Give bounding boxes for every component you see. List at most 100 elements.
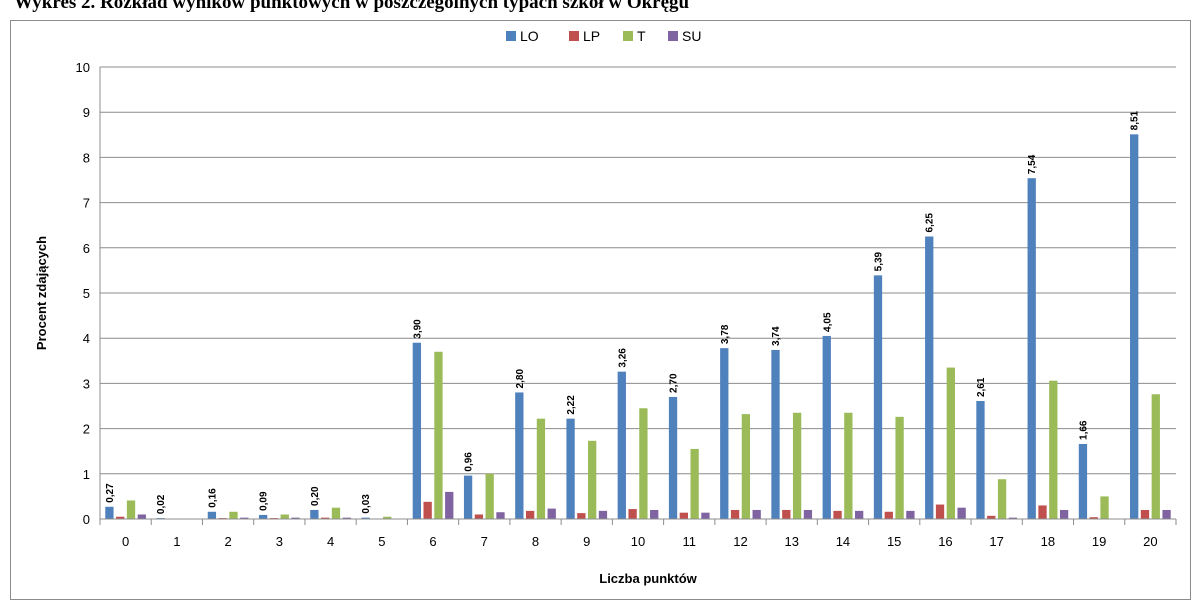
x-tick-label: 16 [938, 534, 952, 549]
legend-swatch-t [623, 31, 633, 41]
legend-swatch-lp [569, 31, 579, 41]
x-tick-label: 9 [583, 534, 590, 549]
data-label: 2,70 [669, 373, 680, 393]
bar-t [742, 414, 750, 519]
x-axis-title: Liczba punktów [599, 571, 697, 586]
x-tick-label: 2 [224, 534, 231, 549]
y-tick-label: 4 [83, 331, 90, 346]
bar-su [599, 511, 607, 519]
bar-lp [1141, 510, 1149, 519]
bar-t [486, 474, 494, 519]
data-label: 0,20 [310, 486, 321, 506]
data-label: 2,22 [566, 395, 577, 415]
bar-lp [936, 505, 944, 519]
data-label: 0,27 [105, 483, 116, 503]
bar-t [281, 514, 289, 519]
bar-t [639, 408, 647, 519]
bar-lo [566, 419, 574, 519]
bar-t [1049, 381, 1057, 519]
bar-t [844, 413, 852, 519]
bar-lo [464, 476, 472, 519]
legend-label-lp: LP [583, 28, 600, 44]
bar-lo [976, 401, 984, 519]
x-tick-label: 1 [173, 534, 180, 549]
bar-lo [618, 372, 626, 519]
x-tick-label: 20 [1143, 534, 1157, 549]
bar-lp [680, 513, 688, 519]
bar-t [1100, 496, 1108, 519]
x-tick-label: 8 [532, 534, 539, 549]
x-tick-label: 15 [887, 534, 901, 549]
y-tick-label: 6 [83, 241, 90, 256]
bar-lo [720, 348, 728, 519]
bar-lo [925, 237, 933, 520]
bar-su [804, 510, 812, 519]
legend-swatch-lo [506, 31, 516, 41]
y-tick-label: 9 [83, 105, 90, 120]
data-label: 3,90 [412, 319, 423, 339]
x-tick-label: 10 [631, 534, 645, 549]
x-tick-label: 4 [327, 534, 334, 549]
bar-t [537, 419, 545, 519]
bars [105, 134, 1170, 519]
bar-su [1162, 510, 1170, 519]
bar-lp [731, 510, 739, 519]
bar-lo [1130, 134, 1138, 519]
bar-lo [310, 510, 318, 519]
data-label: 2,80 [515, 369, 526, 389]
bar-t [947, 368, 955, 519]
data-label: 4,05 [822, 312, 833, 332]
bar-lo [259, 515, 267, 519]
bar-lo [1028, 178, 1036, 519]
y-tick-label: 1 [83, 467, 90, 482]
bar-t [332, 508, 340, 519]
bar-su [548, 509, 556, 519]
legend-swatch-su [668, 31, 678, 41]
data-label: 0,16 [207, 488, 218, 508]
data-label: 3,74 [771, 326, 782, 346]
x-tick-label: 18 [1041, 534, 1055, 549]
bar-t [895, 417, 903, 519]
y-tick-label: 2 [83, 422, 90, 437]
data-label: 0,09 [259, 491, 270, 511]
bar-t [793, 413, 801, 519]
bar-lo [823, 336, 831, 519]
bar-su [906, 511, 914, 519]
x-tick-label: 6 [429, 534, 436, 549]
bar-lp [475, 514, 483, 519]
bar-su [138, 514, 146, 519]
y-tick-label: 0 [83, 512, 90, 527]
bar-lo [669, 397, 677, 519]
x-tick-label: 3 [276, 534, 283, 549]
bar-lp [782, 510, 790, 519]
y-tick-label: 8 [83, 150, 90, 165]
data-label: 3,26 [617, 348, 628, 368]
bar-lo [771, 350, 779, 519]
bar-su [1060, 510, 1068, 519]
y-tick-label: 5 [83, 286, 90, 301]
data-label: 0,02 [156, 494, 167, 514]
gridlines [100, 67, 1176, 474]
data-label: 1,66 [1078, 420, 1089, 440]
bar-su [701, 513, 709, 519]
bar-lp [628, 509, 636, 519]
x-tick-label: 5 [378, 534, 385, 549]
bar-lp [577, 513, 585, 519]
data-label: 7,54 [1027, 154, 1038, 174]
bar-lo [515, 392, 523, 519]
x-tick-label: 13 [784, 534, 798, 549]
data-label: 5,39 [873, 251, 884, 271]
bar-su [957, 508, 965, 519]
bar-lo [208, 512, 216, 519]
bar-lo [1079, 444, 1087, 519]
bar-lo [413, 343, 421, 519]
bar-lp [526, 511, 534, 519]
bar-t [998, 479, 1006, 519]
data-label: 3,78 [720, 324, 731, 344]
x-tick-label: 7 [481, 534, 488, 549]
x-tick-label: 14 [836, 534, 850, 549]
data-label: 6,25 [925, 213, 936, 233]
data-label: 2,61 [976, 377, 987, 397]
